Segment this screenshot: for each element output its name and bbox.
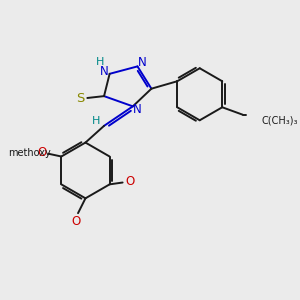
Text: N: N xyxy=(138,56,146,69)
Text: N: N xyxy=(133,103,142,116)
Text: C(CH₃)₃: C(CH₃)₃ xyxy=(261,115,298,125)
Text: O: O xyxy=(125,175,135,188)
Text: S: S xyxy=(76,92,84,105)
Text: H: H xyxy=(92,116,100,126)
Text: O: O xyxy=(71,215,81,228)
Text: H: H xyxy=(96,57,104,67)
Text: N: N xyxy=(100,64,108,77)
Text: methoxy: methoxy xyxy=(8,148,51,158)
Text: O: O xyxy=(37,146,46,159)
